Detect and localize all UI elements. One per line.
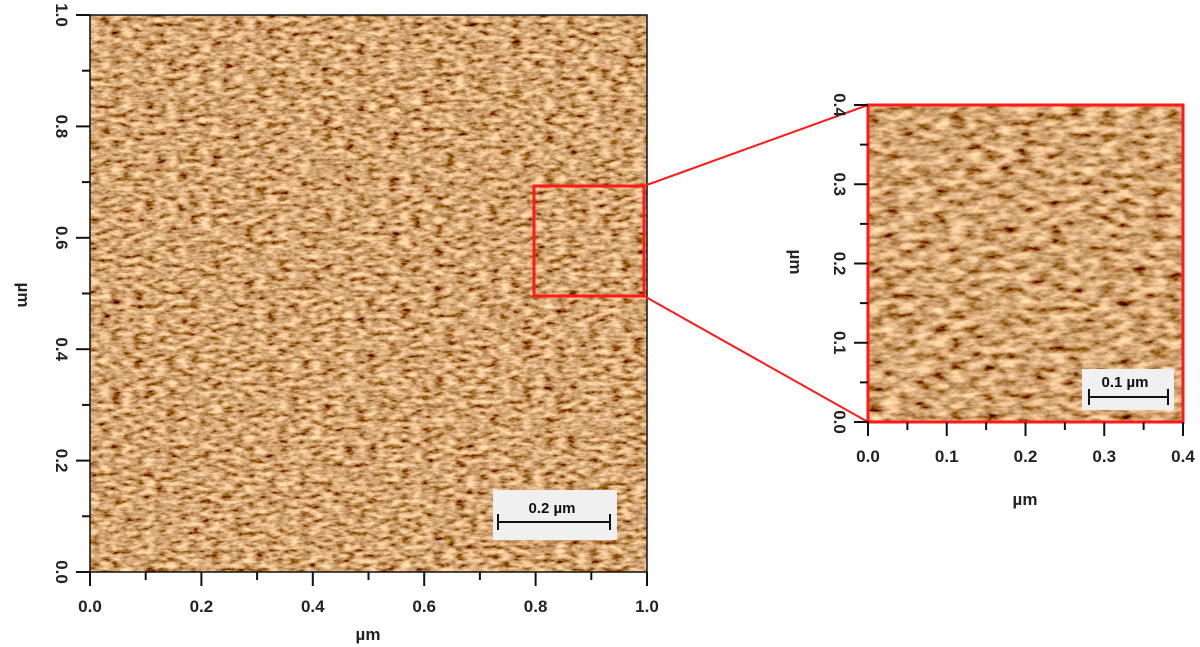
main-axis-ticks: 0.0 0.0 0.2 0.2 0.4 0.4 0.6 0.6 0.8 0.8 1.0 1.0 <box>52 3 659 616</box>
y-tick-label: 0.2 <box>52 449 71 473</box>
main-y-axis-label: µm <box>14 283 33 308</box>
y-tick-label: 0.1 <box>830 331 849 355</box>
y-tick-label: 0.4 <box>52 337 71 361</box>
x-tick-label: 0.6 <box>412 597 436 616</box>
y-tick-label: 0.3 <box>830 172 849 196</box>
zoom-connector-bottom <box>643 295 869 423</box>
y-tick-label: 0.6 <box>52 226 71 250</box>
x-tick-label: 0.0 <box>78 597 102 616</box>
x-tick-label: 0.4 <box>1171 447 1195 466</box>
y-tick-label: 0.4 <box>830 93 849 117</box>
y-tick-label: 1.0 <box>52 3 71 27</box>
x-tick-label: 0.8 <box>524 597 548 616</box>
inset-scale-bar: 0.1 µm <box>1082 369 1174 410</box>
y-tick-label: 0.0 <box>830 410 849 434</box>
main-afm-texture <box>90 15 647 572</box>
inset-afm-panel: 0.0 0.0 0.1 0.1 0.2 0.2 0.3 0.3 0.4 0.4 µm µm 0.1… <box>786 93 1195 509</box>
main-x-axis-label: µm <box>356 625 381 644</box>
y-tick-label: 0.8 <box>52 115 71 139</box>
x-tick-label: 0.4 <box>301 597 325 616</box>
x-tick-label: 0.2 <box>1014 447 1038 466</box>
inset-x-axis-label: µm <box>1013 490 1038 509</box>
inset-scale-bar-label: 0.1 µm <box>1102 374 1149 391</box>
x-tick-label: 1.0 <box>635 597 659 616</box>
main-scale-bar: 0.2 µm <box>493 490 617 540</box>
x-tick-label: 0.0 <box>856 447 880 466</box>
y-tick-label: 0.2 <box>830 252 849 276</box>
zoom-connector-top <box>643 104 869 187</box>
inset-y-axis-label: µm <box>786 250 805 275</box>
x-tick-label: 0.1 <box>935 447 959 466</box>
y-tick-label: 0.0 <box>52 560 71 584</box>
inset-axis-ticks: 0.0 0.0 0.1 0.1 0.2 0.2 0.3 0.3 0.4 0.4 <box>830 93 1195 466</box>
x-tick-label: 0.2 <box>190 597 214 616</box>
main-scale-bar-label: 0.2 µm <box>529 500 576 517</box>
main-afm-panel: 0.00.00.20.20.40.40.60.60.80.81.01.0 µm … <box>14 3 659 644</box>
zoom-region-box <box>532 184 646 298</box>
x-tick-label: 0.3 <box>1092 447 1116 466</box>
